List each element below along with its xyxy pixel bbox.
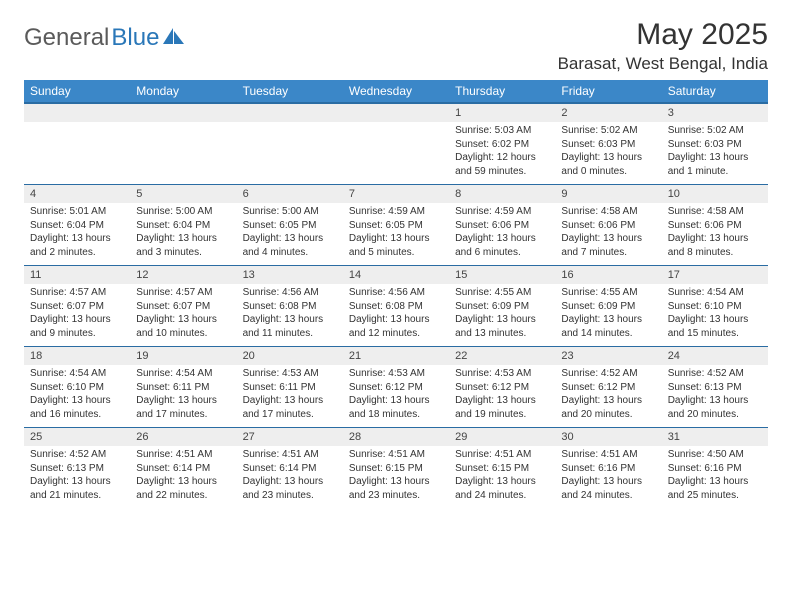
day-info — [130, 122, 236, 185]
day-info: Sunrise: 4:59 AMSunset: 6:06 PMDaylight:… — [449, 203, 555, 266]
weekday-header: Thursday — [449, 80, 555, 103]
day-number: 12 — [130, 266, 236, 285]
day-number: 13 — [237, 266, 343, 285]
day-number: 22 — [449, 347, 555, 366]
weekday-header: Saturday — [662, 80, 768, 103]
day-info: Sunrise: 4:58 AMSunset: 6:06 PMDaylight:… — [662, 203, 768, 266]
day-number: 7 — [343, 185, 449, 204]
day-info — [24, 122, 130, 185]
month-title: May 2025 — [558, 18, 768, 52]
weekday-header: Monday — [130, 80, 236, 103]
day-number — [24, 103, 130, 122]
day-info: Sunrise: 5:03 AMSunset: 6:02 PMDaylight:… — [449, 122, 555, 185]
day-number: 16 — [555, 266, 661, 285]
day-info: Sunrise: 4:52 AMSunset: 6:12 PMDaylight:… — [555, 365, 661, 428]
dayinfo-row: Sunrise: 5:03 AMSunset: 6:02 PMDaylight:… — [24, 122, 768, 185]
day-number: 30 — [555, 428, 661, 447]
day-info: Sunrise: 4:50 AMSunset: 6:16 PMDaylight:… — [662, 446, 768, 508]
day-number: 15 — [449, 266, 555, 285]
day-number: 31 — [662, 428, 768, 447]
day-number: 23 — [555, 347, 661, 366]
day-number: 9 — [555, 185, 661, 204]
day-info: Sunrise: 4:53 AMSunset: 6:11 PMDaylight:… — [237, 365, 343, 428]
day-info: Sunrise: 4:51 AMSunset: 6:15 PMDaylight:… — [449, 446, 555, 508]
sail-icon — [163, 24, 185, 52]
daynum-row: 25 26 27 28 29 30 31 — [24, 428, 768, 447]
day-number: 26 — [130, 428, 236, 447]
weekday-header: Wednesday — [343, 80, 449, 103]
day-info: Sunrise: 4:54 AMSunset: 6:10 PMDaylight:… — [662, 284, 768, 347]
day-info: Sunrise: 4:53 AMSunset: 6:12 PMDaylight:… — [449, 365, 555, 428]
weekday-header: Tuesday — [237, 80, 343, 103]
day-info: Sunrise: 4:51 AMSunset: 6:14 PMDaylight:… — [237, 446, 343, 508]
day-info: Sunrise: 4:57 AMSunset: 6:07 PMDaylight:… — [130, 284, 236, 347]
day-info: Sunrise: 4:52 AMSunset: 6:13 PMDaylight:… — [24, 446, 130, 508]
day-number: 28 — [343, 428, 449, 447]
day-info: Sunrise: 4:59 AMSunset: 6:05 PMDaylight:… — [343, 203, 449, 266]
day-info: Sunrise: 4:51 AMSunset: 6:15 PMDaylight:… — [343, 446, 449, 508]
day-info — [237, 122, 343, 185]
day-number: 14 — [343, 266, 449, 285]
header: GeneralBlue May 2025 Barasat, West Benga… — [24, 18, 768, 74]
title-block: May 2025 Barasat, West Bengal, India — [558, 18, 768, 74]
weekday-header-row: Sunday Monday Tuesday Wednesday Thursday… — [24, 80, 768, 103]
day-info: Sunrise: 4:54 AMSunset: 6:10 PMDaylight:… — [24, 365, 130, 428]
daynum-row: 1 2 3 — [24, 103, 768, 122]
dayinfo-row: Sunrise: 5:01 AMSunset: 6:04 PMDaylight:… — [24, 203, 768, 266]
day-info: Sunrise: 4:58 AMSunset: 6:06 PMDaylight:… — [555, 203, 661, 266]
day-number: 2 — [555, 103, 661, 122]
day-number — [130, 103, 236, 122]
day-info: Sunrise: 4:53 AMSunset: 6:12 PMDaylight:… — [343, 365, 449, 428]
calendar-page: GeneralBlue May 2025 Barasat, West Benga… — [0, 0, 792, 518]
day-number: 19 — [130, 347, 236, 366]
day-number: 20 — [237, 347, 343, 366]
day-info: Sunrise: 4:55 AMSunset: 6:09 PMDaylight:… — [449, 284, 555, 347]
day-number: 11 — [24, 266, 130, 285]
brand-logo: GeneralBlue — [24, 18, 185, 52]
day-info: Sunrise: 4:51 AMSunset: 6:14 PMDaylight:… — [130, 446, 236, 508]
day-info: Sunrise: 5:00 AMSunset: 6:05 PMDaylight:… — [237, 203, 343, 266]
daynum-row: 18 19 20 21 22 23 24 — [24, 347, 768, 366]
day-number: 8 — [449, 185, 555, 204]
day-info: Sunrise: 4:51 AMSunset: 6:16 PMDaylight:… — [555, 446, 661, 508]
day-number: 10 — [662, 185, 768, 204]
weekday-header: Sunday — [24, 80, 130, 103]
day-number — [237, 103, 343, 122]
day-number: 18 — [24, 347, 130, 366]
day-info: Sunrise: 4:52 AMSunset: 6:13 PMDaylight:… — [662, 365, 768, 428]
day-info: Sunrise: 5:00 AMSunset: 6:04 PMDaylight:… — [130, 203, 236, 266]
day-number: 3 — [662, 103, 768, 122]
day-number: 29 — [449, 428, 555, 447]
location-label: Barasat, West Bengal, India — [558, 54, 768, 74]
day-number: 6 — [237, 185, 343, 204]
day-info: Sunrise: 5:02 AMSunset: 6:03 PMDaylight:… — [555, 122, 661, 185]
day-number: 1 — [449, 103, 555, 122]
day-info: Sunrise: 4:56 AMSunset: 6:08 PMDaylight:… — [343, 284, 449, 347]
calendar-body: 1 2 3 Sunrise: 5:03 AMSunset: 6:02 PMDay… — [24, 103, 768, 508]
day-number: 24 — [662, 347, 768, 366]
day-info: Sunrise: 4:57 AMSunset: 6:07 PMDaylight:… — [24, 284, 130, 347]
day-info: Sunrise: 4:56 AMSunset: 6:08 PMDaylight:… — [237, 284, 343, 347]
day-number — [343, 103, 449, 122]
day-number: 4 — [24, 185, 130, 204]
day-number: 27 — [237, 428, 343, 447]
brand-part2: Blue — [111, 24, 159, 52]
dayinfo-row: Sunrise: 4:54 AMSunset: 6:10 PMDaylight:… — [24, 365, 768, 428]
day-info: Sunrise: 5:01 AMSunset: 6:04 PMDaylight:… — [24, 203, 130, 266]
brand-part1: General — [24, 24, 109, 52]
daynum-row: 11 12 13 14 15 16 17 — [24, 266, 768, 285]
day-number: 21 — [343, 347, 449, 366]
day-info: Sunrise: 5:02 AMSunset: 6:03 PMDaylight:… — [662, 122, 768, 185]
day-info: Sunrise: 4:55 AMSunset: 6:09 PMDaylight:… — [555, 284, 661, 347]
day-info: Sunrise: 4:54 AMSunset: 6:11 PMDaylight:… — [130, 365, 236, 428]
day-number: 17 — [662, 266, 768, 285]
weekday-header: Friday — [555, 80, 661, 103]
day-number: 5 — [130, 185, 236, 204]
dayinfo-row: Sunrise: 4:57 AMSunset: 6:07 PMDaylight:… — [24, 284, 768, 347]
day-info — [343, 122, 449, 185]
daynum-row: 4 5 6 7 8 9 10 — [24, 185, 768, 204]
dayinfo-row: Sunrise: 4:52 AMSunset: 6:13 PMDaylight:… — [24, 446, 768, 508]
day-number: 25 — [24, 428, 130, 447]
calendar-table: Sunday Monday Tuesday Wednesday Thursday… — [24, 80, 768, 508]
